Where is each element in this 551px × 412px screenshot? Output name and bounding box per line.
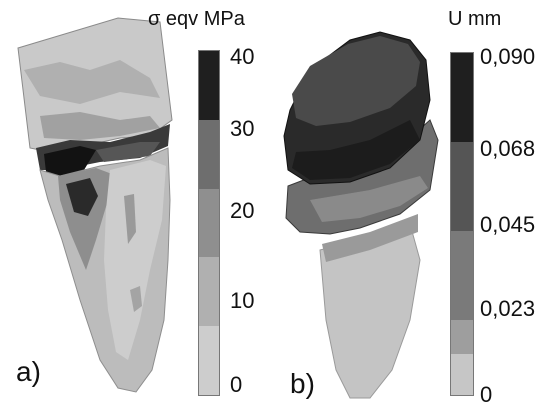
panel-b-label: b): [290, 368, 315, 399]
panel-a-tick-label: 30: [230, 116, 255, 141]
panel-a-tick-label: 10: [230, 288, 255, 313]
panel-a-tick-label: 0: [230, 372, 243, 397]
panel-a-color-bar-seg-5: [199, 326, 219, 395]
panel-a-color-bar-seg-1: [199, 51, 219, 120]
panel-b-color-bar-seg-1: [451, 53, 473, 142]
panel-a-tick-label: 40: [230, 44, 255, 69]
panel-b-tick-label: 0,068: [480, 136, 536, 161]
panel-a-color-bar-seg-4: [199, 257, 219, 327]
panel-a-label: a): [16, 356, 41, 387]
panel-a-stress: σ eqv MPa 40 30 20 10 0 a): [16, 8, 255, 397]
panel-b-tick-label: 0,023: [480, 296, 536, 321]
panel-b-tick-label: 0,045: [480, 212, 536, 237]
panel-b-color-bar-seg-5: [451, 353, 473, 395]
panel-b-legend-title: U mm: [448, 8, 502, 30]
panel-b-tick-label: 0: [480, 382, 493, 407]
panel-a-tick-label: 20: [230, 198, 255, 223]
panel-b-color-bar-seg-3: [451, 230, 473, 320]
panel-b-tick-label: 0,090: [480, 44, 536, 69]
panel-b-color-bar: [450, 52, 474, 396]
panel-a-color-bar: [198, 50, 220, 396]
panel-a-legend-title: σ eqv MPa: [148, 8, 245, 30]
panel-a-color-bar-seg-3: [199, 188, 219, 258]
stress-model-image: [17, 17, 173, 393]
displacement-model-image: [283, 31, 439, 399]
panel-b-displacement: U mm 0,090 0,068 0,045 0,023 0 b): [270, 0, 551, 412]
panel-a-color-bar-seg-2: [199, 119, 219, 189]
panel-b-color-bar-seg-2: [451, 141, 473, 231]
